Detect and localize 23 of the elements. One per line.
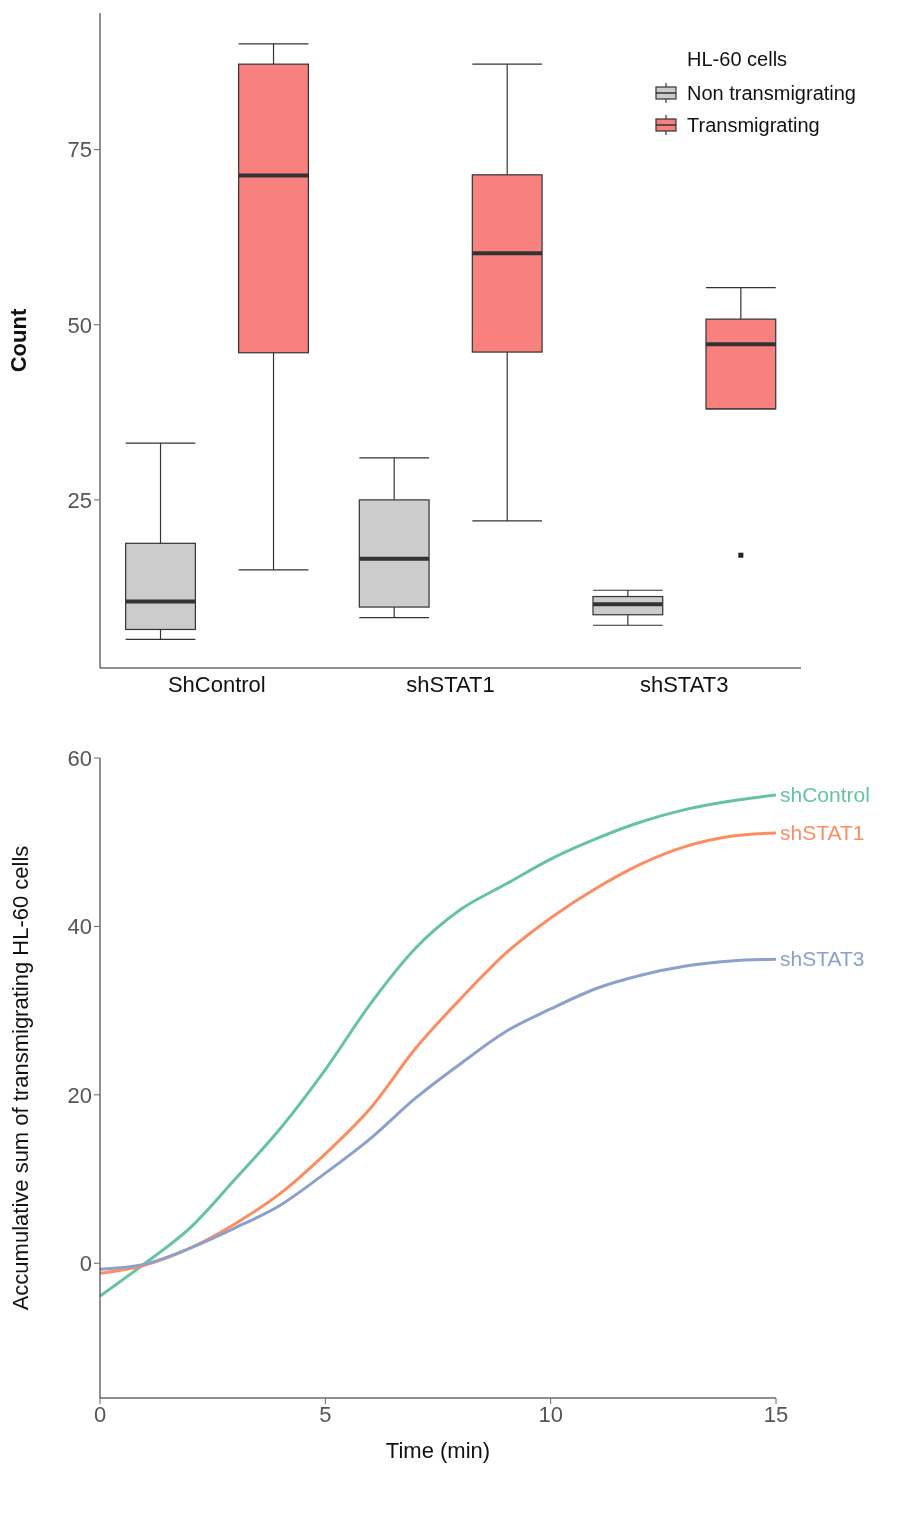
y-tick-label: 0 (79, 1251, 92, 1277)
y-tick-label: 20 (67, 1082, 92, 1108)
x-axis-title: Time (min) (385, 1438, 491, 1463)
y-tick-label: 60 (67, 745, 92, 771)
legend-title: HL-60 cells (687, 48, 789, 71)
x-tick-label: 15 (763, 1401, 789, 1427)
series-label: shSTAT1 (780, 820, 865, 844)
x-tick-label: ShControl (167, 671, 266, 697)
legend-label: Transmigrating (687, 113, 820, 137)
x-tick-label: 10 (538, 1401, 563, 1427)
y-tick-label: 75 (67, 137, 92, 163)
legend-label: Non transmigrating (687, 81, 856, 105)
series-label: shControl (780, 783, 870, 807)
x-tick-label: 5 (319, 1401, 332, 1427)
x-tick-label: shSTAT3 (639, 671, 729, 697)
y-axis-title: Count (5, 308, 31, 373)
line-series (100, 957, 776, 1271)
y-tick-label: 50 (67, 312, 92, 338)
y-tick-label: 25 (67, 487, 92, 513)
x-tick-label: shSTAT1 (406, 671, 495, 697)
series-label: shSTAT3 (780, 947, 865, 971)
y-axis-title: Accumulative sum of transmigrating HL-60 cells (7, 845, 33, 1311)
y-tick-label: 40 (67, 914, 92, 940)
